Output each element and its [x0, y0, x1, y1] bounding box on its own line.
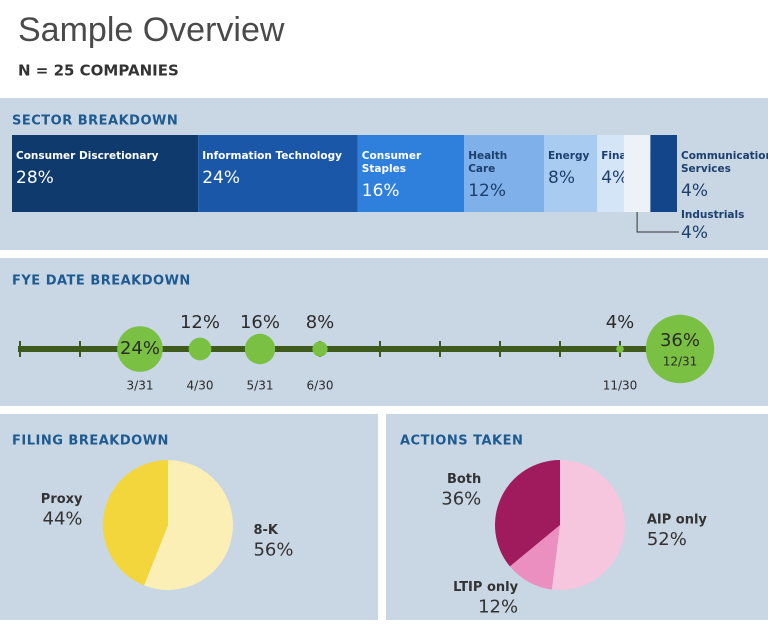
name-line: Services: [681, 163, 731, 175]
slice-name: Both: [447, 472, 481, 487]
slice-value: 44%: [43, 508, 83, 529]
segment-name: Communication Services: [681, 150, 768, 175]
slice-name: Proxy: [41, 492, 83, 507]
sector-segment: [464, 135, 544, 212]
section-title: FILING BREAKDOWN: [12, 434, 169, 449]
segment-name: Consumer Discretionary: [16, 150, 159, 162]
segment-value: 12%: [468, 181, 506, 201]
segment-value: 28%: [16, 168, 54, 188]
fye-bubble: [312, 341, 328, 357]
sector-segment: [650, 135, 677, 212]
fye-bubble: [117, 326, 163, 372]
pie-slice: [494, 460, 560, 567]
fye-bubble: [244, 333, 276, 365]
segment-value: 4%: [681, 223, 708, 243]
segment-value: 24%: [202, 168, 240, 188]
segment-value: 16%: [362, 181, 400, 201]
sector-segment: [12, 135, 199, 212]
page-subtitle: N = 25 COMPANIES: [18, 62, 179, 80]
fye-bubble: [616, 345, 624, 353]
segment-name: Information Technology: [202, 150, 342, 162]
bubble-value: 36%: [660, 330, 700, 351]
bubble-value: 4%: [606, 312, 635, 333]
date-label: 6/30: [307, 379, 334, 393]
pie-slice: [509, 525, 560, 590]
pie-slice: [144, 460, 233, 590]
pie-slice: [102, 460, 168, 586]
name-line: Communication: [681, 150, 768, 162]
date-label: 11/30: [603, 379, 638, 393]
sector-segment: [623, 135, 651, 212]
section-title: ACTIONS TAKEN: [400, 434, 523, 449]
slice-value: 52%: [647, 529, 687, 550]
sector-segment: [544, 135, 598, 212]
segment-value: 4%: [601, 168, 628, 188]
bubble-value: 8%: [306, 312, 335, 333]
name-line: Health: [468, 150, 511, 162]
fye-bubble: [645, 314, 715, 384]
section-title: SECTOR BREAKDOWN: [12, 114, 178, 129]
sector-segment: [597, 135, 624, 212]
leader-line: [636, 212, 679, 233]
slice-value: 36%: [441, 489, 481, 510]
bubble-value: 12%: [180, 312, 220, 333]
bubble-value: 16%: [240, 312, 280, 333]
bubble-value: 24%: [120, 338, 160, 359]
name-line: Consumer Discretionary: [16, 150, 159, 162]
date-label: 4/30: [187, 379, 214, 393]
sector-segment: [198, 135, 358, 212]
name-line: Staples: [362, 163, 406, 175]
segment-name: Consumer Staples: [362, 150, 425, 175]
slice-name: AIP only: [647, 513, 708, 528]
slice-value: 56%: [253, 540, 293, 561]
date-label: 12/31: [663, 355, 698, 369]
segment-name: Health Care: [468, 150, 511, 175]
segment-value: 8%: [548, 168, 575, 188]
name-line: Industrials: [681, 209, 744, 221]
segment-value: 4%: [681, 181, 708, 201]
section-title: FYE DATE BREAKDOWN: [12, 274, 191, 289]
pie-slice: [551, 460, 626, 590]
date-label: 5/31: [247, 379, 274, 393]
page-title: Sample Overview: [18, 11, 285, 49]
date-label: 3/31: [127, 379, 154, 393]
name-line: Consumer: [362, 150, 425, 162]
segment-name: Industrials: [681, 209, 744, 221]
name-line: Energy: [548, 150, 589, 162]
sector-segment: [357, 135, 465, 212]
fye-bubble: [188, 337, 212, 361]
slice-name: LTIP only: [453, 580, 519, 595]
name-line: Information Technology: [202, 150, 342, 162]
segment-name: Energy: [548, 150, 589, 162]
name-line: Care: [468, 163, 495, 175]
slice-value: 12%: [478, 597, 518, 618]
slice-name: 8-K: [253, 523, 278, 538]
